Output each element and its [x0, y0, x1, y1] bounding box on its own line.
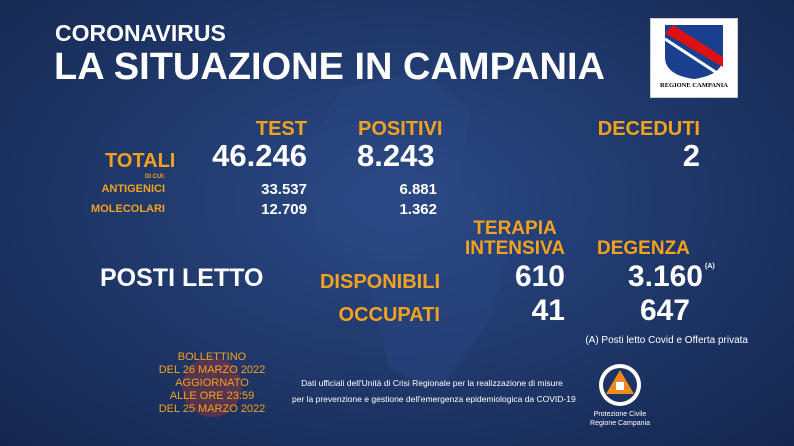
agency: Protezione Civile: [593, 411, 647, 418]
note-mark: (A): [705, 263, 715, 270]
value: 1.362: [399, 201, 437, 218]
row-label: TOTALI: [105, 150, 176, 172]
map-silhouette: [300, 70, 510, 390]
source: per la prevenzione e gestione dell'emerg…: [292, 394, 576, 404]
value: 6.881: [399, 181, 437, 198]
agency-logo: [599, 364, 641, 406]
sub-label: DI CUI:: [145, 174, 165, 180]
column-header: DECEDUTI: [597, 118, 700, 140]
section-title: POSTI LETTO: [100, 264, 264, 292]
value: 3.160: [627, 260, 703, 293]
column-header: DEGENZA: [597, 238, 690, 259]
bulletin: AGGIORNATO: [175, 377, 249, 389]
kicker: CORONAVIRUS: [55, 20, 226, 46]
value: 12.709: [261, 201, 307, 218]
value: 46.246: [212, 138, 307, 173]
title: LA SITUAZIONE IN CAMPANIA: [54, 46, 605, 88]
virus-icon: [182, 357, 242, 417]
row-label: MOLECOLARI: [91, 203, 165, 215]
column-header: TEST: [255, 118, 307, 140]
bulletin: ALLE ORE 23:59: [169, 390, 255, 402]
note: (A) Posti letto Covid e Offerta privata: [585, 335, 748, 346]
logo: REGIONE CAMPANIA: [650, 18, 738, 98]
value: 8.243: [357, 138, 435, 173]
column-header: TERAPIA: [473, 218, 557, 239]
logo-shield: [664, 25, 723, 79]
source: Dati ufficiali dell'Unità di Crisi Regio…: [301, 378, 563, 388]
agency: Regione Campania: [590, 420, 650, 427]
row-label: OCCUPATI: [338, 304, 440, 326]
bulletin: DEL 25 MARZO 2022: [158, 403, 266, 415]
value: 2: [682, 138, 700, 173]
column-header: POSITIVI: [358, 118, 443, 140]
value: 647: [639, 294, 690, 327]
value: 41: [531, 294, 565, 327]
bulletin: BOLLETTINO: [177, 351, 247, 363]
value: 610: [514, 260, 565, 293]
row-label: ANTIGENICI: [101, 183, 165, 195]
row-label: DISPONIBILI: [319, 271, 440, 293]
logo-text: REGIONE CAMPANIA: [660, 82, 728, 89]
column-header: INTENSIVA: [465, 238, 565, 259]
value: 33.537: [261, 181, 307, 198]
bulletin: DEL 26 MARZO 2022: [158, 364, 266, 376]
